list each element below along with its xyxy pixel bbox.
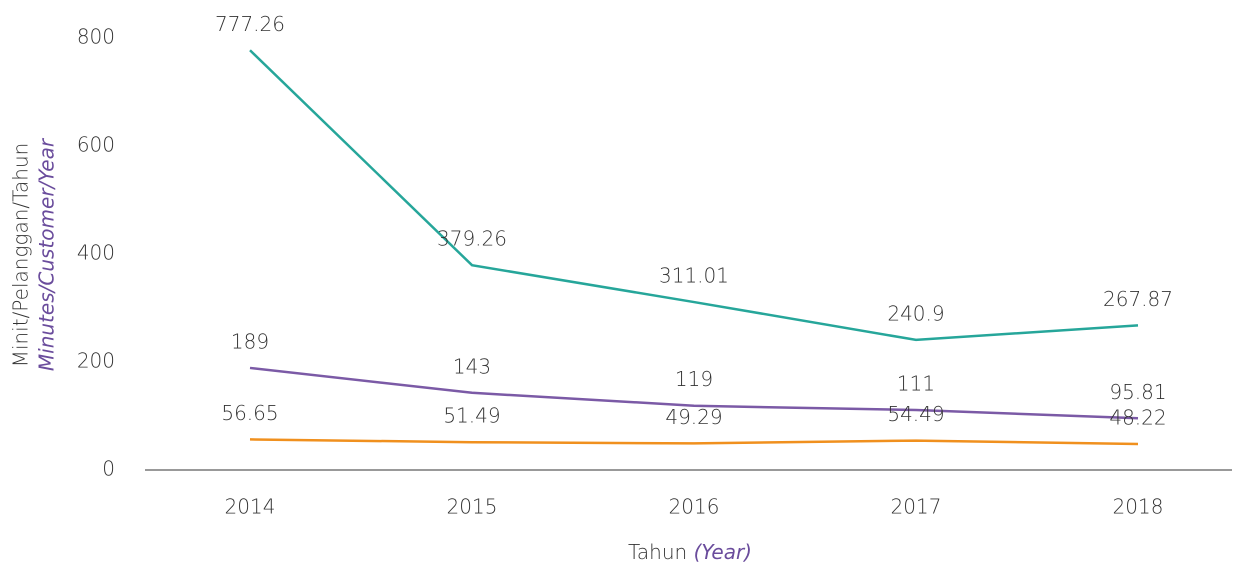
data-label: 56.65 — [221, 401, 278, 425]
data-label: 379.26 — [437, 227, 507, 251]
data-label: 143 — [453, 354, 491, 378]
data-label: 119 — [675, 367, 713, 391]
x-label-en: (Year) — [694, 540, 752, 564]
data-label: 49.29 — [665, 405, 722, 429]
x-axis-title: Tahun (Year) — [628, 540, 752, 564]
y-axis-title: Minit/Pelanggan/Tahun Minutes/Customer/Y… — [9, 137, 59, 371]
series-line — [249, 49, 1139, 342]
series-line — [249, 366, 1139, 420]
data-label: 51.49 — [443, 404, 500, 428]
y-label-en: Minutes/Customer/Year — [35, 137, 59, 371]
y-tick-label: 200 — [77, 349, 115, 373]
x-tick-label: 2018 — [1113, 495, 1164, 519]
y-tick-label: 800 — [77, 25, 115, 49]
series-line — [249, 438, 1139, 446]
data-label: 267.87 — [1103, 287, 1173, 311]
y-tick-label: 400 — [77, 241, 115, 265]
data-label: 95.81 — [1109, 380, 1166, 404]
x-tick-label: 2016 — [669, 495, 720, 519]
data-label: 777.26 — [215, 12, 285, 36]
x-label: Tahun — [628, 540, 687, 564]
y-label: Minit/Pelanggan/Tahun — [9, 143, 33, 368]
x-tick-label: 2015 — [447, 495, 498, 519]
x-tick-label: 2017 — [891, 495, 942, 519]
data-label: 189 — [231, 329, 269, 353]
data-label: 54.49 — [887, 402, 944, 426]
x-tick-label: 2014 — [225, 495, 276, 519]
y-tick-label: 600 — [77, 133, 115, 157]
data-label: 48.22 — [1109, 405, 1166, 429]
data-label: 311.01 — [659, 264, 729, 288]
y-tick-label: 0 — [102, 457, 115, 481]
data-label: 240.9 — [887, 301, 944, 325]
data-label: 111 — [897, 372, 935, 396]
